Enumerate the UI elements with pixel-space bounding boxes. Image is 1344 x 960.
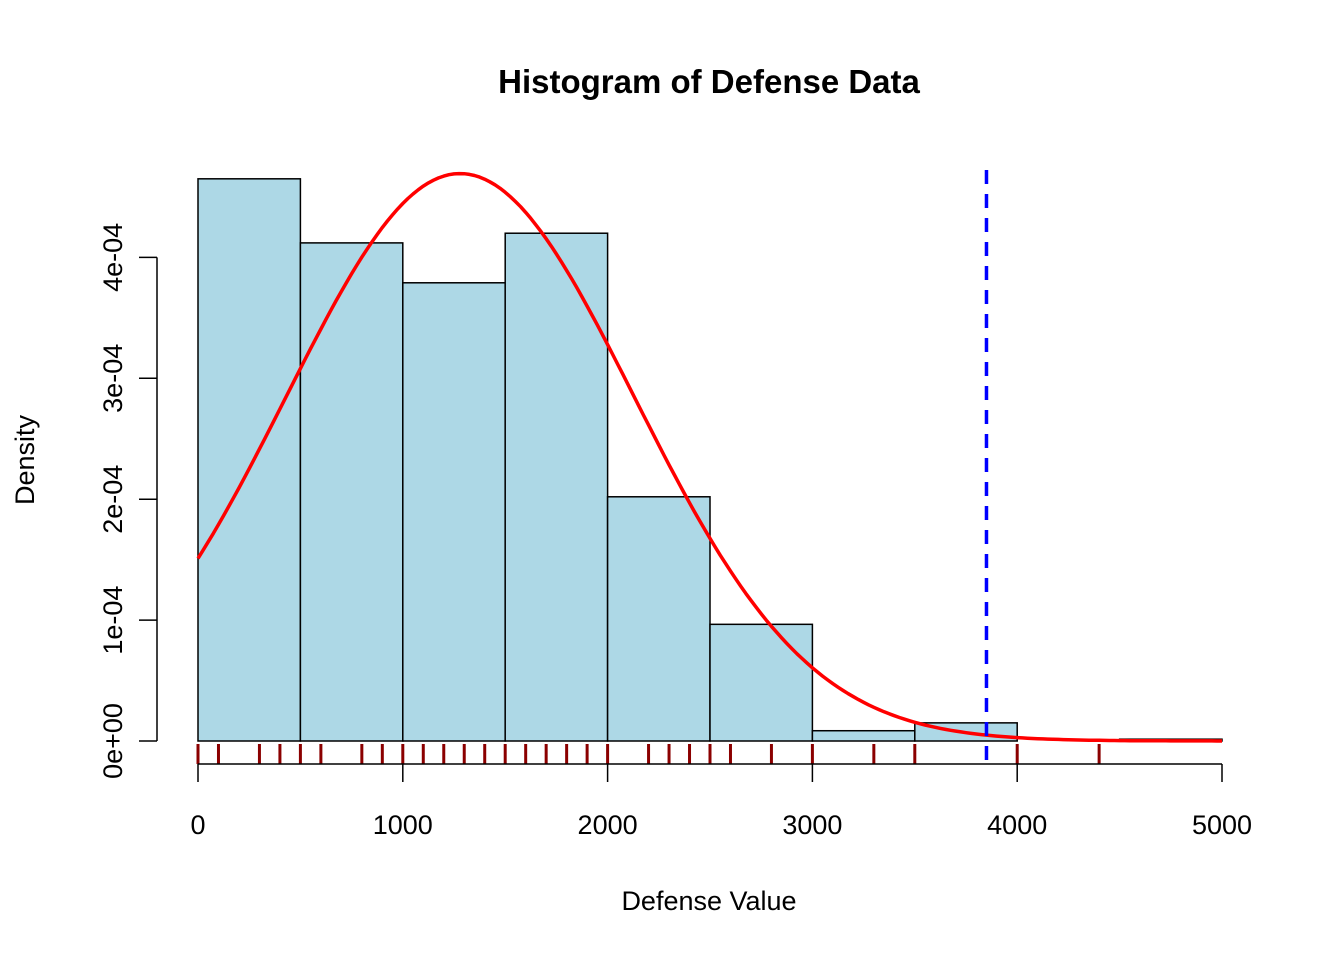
chart-title: Histogram of Defense Data <box>498 63 920 100</box>
histogram-bars <box>197 178 1223 742</box>
x-axis: 0 1000 2000 3000 4000 5000 <box>190 763 1252 840</box>
histogram-bar <box>504 232 609 742</box>
histogram-bar <box>606 496 711 742</box>
x-tick-label: 0 <box>190 810 205 840</box>
normal-density-curve <box>196 171 1222 743</box>
x-tick-label: 3000 <box>782 810 842 840</box>
rug-marks <box>196 744 1101 764</box>
y-tick-label: 4e-04 <box>98 223 128 292</box>
histogram-bar <box>811 729 916 742</box>
x-tick-label: 4000 <box>987 810 1047 840</box>
x-tick-label: 1000 <box>373 810 433 840</box>
x-tick-label: 2000 <box>578 810 638 840</box>
normal-density-curve-group <box>196 171 1222 743</box>
y-tick-label: 0e+00 <box>98 703 128 779</box>
y-tick-label: 2e-04 <box>98 465 128 534</box>
y-axis-label: Density <box>10 414 40 505</box>
histogram-bar <box>299 242 404 742</box>
x-tick-label: 5000 <box>1192 810 1252 840</box>
y-axis: 0e+00 1e-04 2e-04 3e-04 4e-04 <box>98 223 158 779</box>
y-tick-label: 1e-04 <box>98 586 128 655</box>
histogram-bar <box>197 178 302 742</box>
x-axis-label: Defense Value <box>621 886 796 916</box>
y-tick-label: 3e-04 <box>98 344 128 413</box>
histogram-bar <box>402 282 506 742</box>
histogram-bar <box>709 623 814 742</box>
